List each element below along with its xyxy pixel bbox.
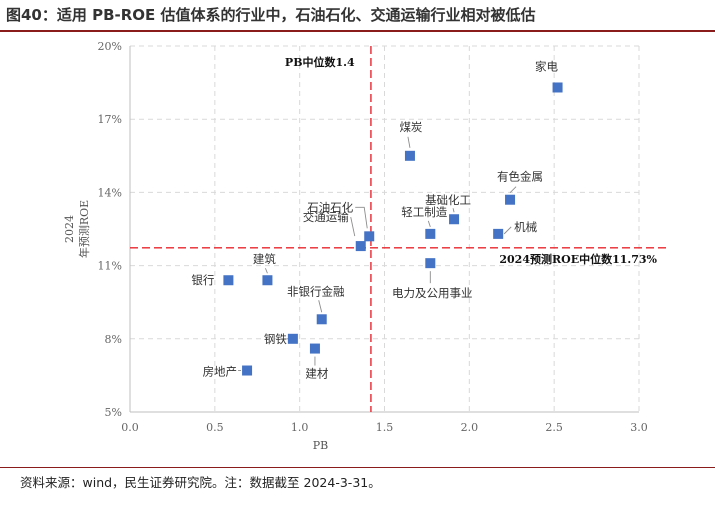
title-divider xyxy=(0,30,715,32)
leader-line xyxy=(318,300,323,313)
data-point xyxy=(316,314,327,325)
data-point xyxy=(425,228,436,239)
data-point xyxy=(449,214,460,225)
x-tick-label: 0.5 xyxy=(206,421,224,434)
y-tick-label: 11% xyxy=(98,260,122,273)
data-point xyxy=(505,194,516,205)
data-point xyxy=(287,333,298,344)
data-point-label: 钢铁 xyxy=(264,332,287,346)
data-point-label: 银行 xyxy=(191,273,214,287)
leader-line xyxy=(503,226,512,235)
y-tick-label: 17% xyxy=(98,113,122,126)
data-point-label: 建筑 xyxy=(253,252,276,266)
leader-line xyxy=(407,136,411,148)
data-point-label: 机械 xyxy=(514,220,537,234)
data-point xyxy=(242,365,253,376)
footer-divider xyxy=(0,467,715,468)
data-point xyxy=(404,150,415,161)
data-point xyxy=(425,258,436,269)
data-point xyxy=(355,241,366,252)
source-note: 资料来源：wind，民生证券研究院。注：数据截至 2024-3-31。 xyxy=(20,475,381,490)
y-tick-label: 20% xyxy=(98,40,122,53)
pb-median-label: PB中位数1.4 xyxy=(285,55,355,69)
data-point-label: 家电 xyxy=(535,59,558,73)
x-tick-label: 2.0 xyxy=(461,421,479,434)
data-point-label: 电力及公用事业 xyxy=(392,286,473,300)
data-point-label: 非银行金融 xyxy=(287,284,345,298)
data-point-label: 石油石化 xyxy=(307,200,353,214)
data-point-label: 煤炭 xyxy=(399,120,422,134)
data-point xyxy=(223,275,234,286)
leader-line xyxy=(350,216,356,237)
data-point xyxy=(262,275,273,286)
x-tick-label: 2.5 xyxy=(545,421,563,434)
y-axis-title-line1: 2024 xyxy=(63,215,76,243)
leader-line xyxy=(265,268,268,274)
x-tick-label: 0.0 xyxy=(121,421,139,434)
leader-line xyxy=(509,186,517,194)
data-point-label: 基础化工 xyxy=(425,193,471,207)
data-point xyxy=(364,231,375,242)
y-tick-label: 14% xyxy=(98,186,122,199)
data-point-label: 轻工制造 xyxy=(401,205,447,219)
roe-median-label: 2024预测ROE中位数11.73% xyxy=(499,252,657,266)
x-tick-label: 1.0 xyxy=(291,421,309,434)
data-point-label: 建材 xyxy=(305,367,328,381)
data-point xyxy=(309,343,320,354)
y-tick-label: 8% xyxy=(105,333,122,346)
data-point-label: 交通运输 xyxy=(303,210,349,224)
y-tick-label: 5% xyxy=(105,406,122,419)
leader-line xyxy=(355,206,368,229)
data-point-label: 有色金属 xyxy=(497,170,543,184)
data-point-label: 房地产 xyxy=(203,365,238,379)
data-point xyxy=(552,82,563,93)
y-axis-title-line2: 年预测ROE xyxy=(77,200,91,258)
leader-line xyxy=(452,208,455,213)
x-axis-title: PB xyxy=(313,439,329,452)
data-point xyxy=(493,228,504,239)
x-tick-label: 3.0 xyxy=(630,421,648,434)
x-tick-label: 1.5 xyxy=(376,421,394,434)
leader-line xyxy=(427,220,431,228)
figure-title: 图40：适用 PB-ROE 估值体系的行业中，石油石化、交通运输行业相对被低估 xyxy=(6,6,536,24)
